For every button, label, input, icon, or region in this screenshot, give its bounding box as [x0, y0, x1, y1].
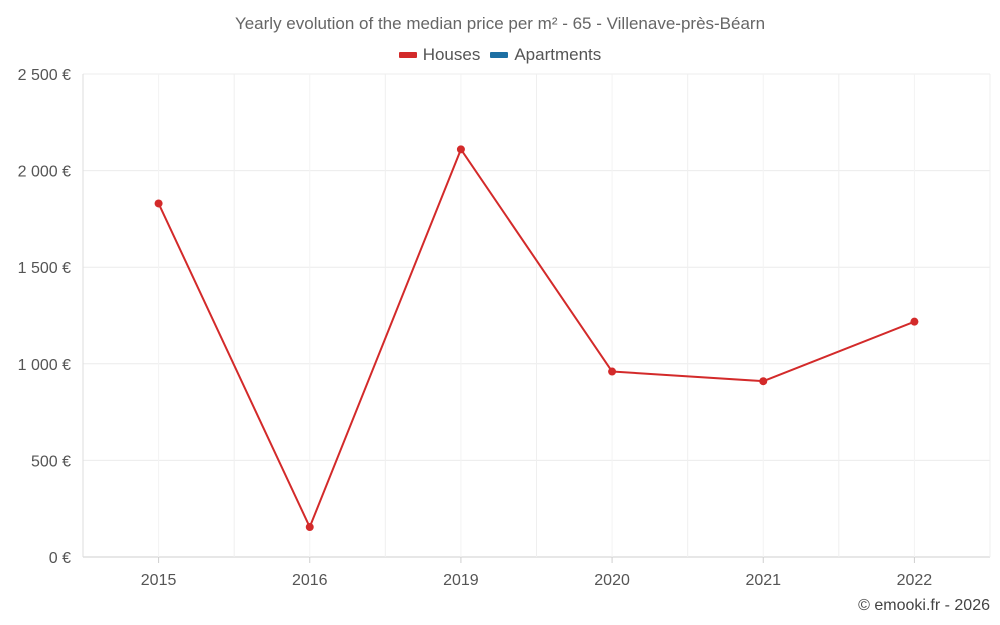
x-tick-label: 2019 — [443, 572, 479, 589]
data-point — [456, 145, 465, 154]
legend-label-houses: Houses — [422, 45, 481, 64]
data-point — [305, 523, 314, 532]
axes: 0 € 500 € 1 000 € 1 500 € 2 000 € 2 500 € 2015… — [18, 67, 933, 589]
y-tick-label: 500 € — [31, 453, 71, 470]
legend-item-houses[interactable]: Houses — [398, 45, 481, 65]
y-tick-label: 0 € — [49, 550, 71, 567]
legend-swatch-apartments — [490, 52, 509, 58]
y-tick-label: 1 000 € — [18, 357, 71, 374]
data-point — [154, 199, 163, 208]
series-line-houses — [157, 148, 915, 529]
x-tick-label: 2020 — [594, 572, 630, 589]
x-tick-label: 2022 — [897, 572, 933, 589]
y-tick-label: 2 500 € — [18, 67, 71, 84]
legend-label-apartments: Apartments — [514, 45, 602, 64]
data-point — [910, 317, 919, 326]
y-tick-label: 1 500 € — [18, 260, 71, 277]
legend-swatch-houses — [398, 52, 417, 58]
x-tick-label: 2016 — [292, 572, 328, 589]
data-point — [608, 367, 617, 376]
x-tick-label: 2021 — [745, 572, 781, 589]
legend: Houses Apartments — [0, 45, 1000, 65]
series — [154, 145, 919, 532]
credit: © emooki.fr - 2026 — [858, 597, 990, 614]
data-point — [759, 377, 768, 386]
grid — [82, 73, 991, 558]
x-tick-label: 2015 — [141, 572, 177, 589]
legend-item-apartments[interactable]: Apartments — [490, 45, 601, 65]
chart-title: Yearly evolution of the median price per… — [234, 14, 766, 33]
y-tick-label: 2 000 € — [18, 164, 71, 181]
